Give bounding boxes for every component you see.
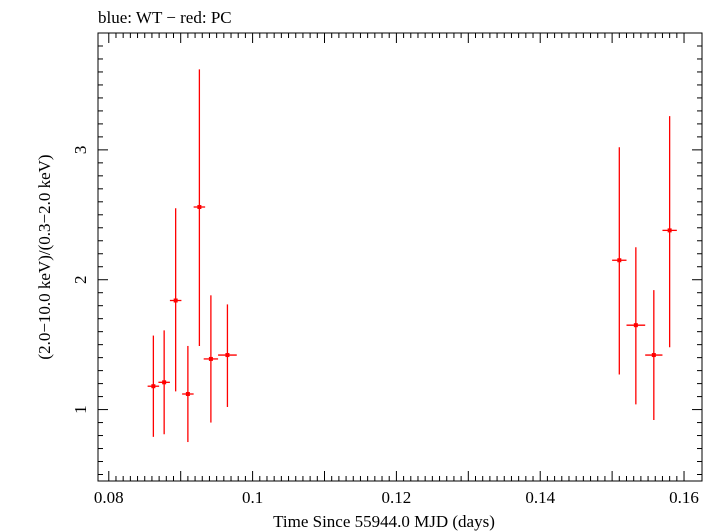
y-axis: 1 2 3 [71,45,702,476]
data-point [612,147,627,375]
data-point [203,295,219,423]
x-axis: 0.08 0.1 0.12 0.14 0.16 [94,33,699,507]
x-axis-label: Time Since 55944.0 MJD (days) [273,512,495,531]
y-tick-label: 3 [71,146,90,155]
y-tick-label: 1 [71,405,90,414]
data-point [193,69,206,346]
data-point [218,304,237,407]
x-tick-label: 0.1 [242,488,263,507]
data-point [182,345,194,443]
y-tick-label: 2 [71,275,90,284]
chart-title: blue: WT − red: PC [98,8,232,27]
data-point [169,208,182,392]
point-marker [162,380,167,385]
point-marker [617,258,622,263]
x-tick-label: 0.08 [94,488,124,507]
point-marker [651,353,656,358]
data-point [158,330,170,435]
x-tick-label: 0.12 [382,488,412,507]
x-tick-label: 0.14 [525,488,555,507]
point-marker [197,205,202,210]
point-marker [667,228,672,233]
x-tick-label: 0.16 [669,488,699,507]
y-axis-label: (2.0−10.0 keV)/(0.3−2.0 keV) [35,154,54,359]
data-point [662,116,677,348]
plot-frame [97,32,703,482]
point-marker [225,353,230,358]
point-marker [633,323,638,328]
point-marker [173,298,178,303]
point-marker [151,384,156,389]
data-series [147,69,677,443]
point-marker [185,391,190,396]
data-point [645,290,663,420]
data-point [626,247,646,405]
point-marker [208,356,213,361]
data-point [147,335,160,437]
